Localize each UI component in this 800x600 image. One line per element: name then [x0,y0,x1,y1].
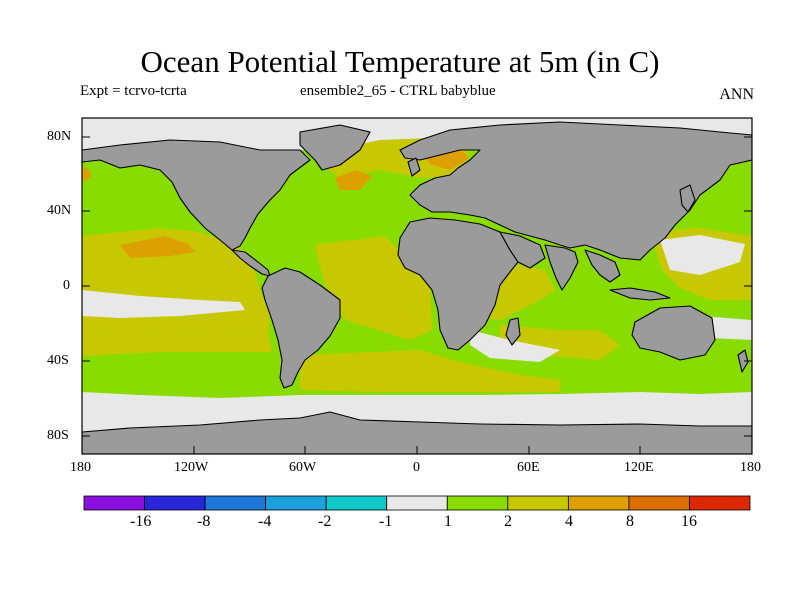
land-uk [407,157,421,177]
land-antarctica [82,411,752,454]
colorbar-label: -1 [379,513,393,530]
lat-label-40s: 40S [47,353,69,368]
colorbar-label: -16 [130,513,152,530]
land-greenland [299,124,371,171]
lat-label-40n: 40N [47,203,72,218]
colorbar-label: 1 [444,513,452,530]
colorbar-box [689,495,751,511]
colorbar-box [325,495,388,511]
colorbar-label: 4 [565,513,573,530]
central-pacific-white [82,290,245,318]
nw-pacific-hotspot [82,166,92,182]
plot-title: Ocean Potential Temperature at 5m (in C) [140,44,660,79]
tropical-band-pacific-south [82,330,272,356]
lat-label-equator: 0 [63,278,70,293]
colorbar-label: -4 [258,513,272,530]
land-japan [679,184,696,213]
lat-label-80s: 80S [47,428,69,443]
lon-label-0: 0 [413,460,420,475]
land-north-america [82,139,311,251]
experiment-label: Expt = tcrvo-tcrta [80,83,187,99]
colorbar-label: 8 [626,513,634,530]
colorbar-label: 16 [681,513,697,530]
pacific-hotspot [120,236,195,258]
land-madagascar [505,317,521,346]
colorbar-label: -8 [197,513,211,530]
colorbar-box [628,495,690,511]
land-arabia [499,231,546,269]
colorbar-label: 2 [504,513,512,530]
colorbar-box [446,495,509,511]
colorbar-box [144,495,206,511]
land-india [544,244,579,291]
southern-band-warm [300,350,560,392]
land-new-zealand [737,349,749,373]
season-label: ANN [719,86,754,103]
colorbar-box [386,495,448,511]
lon-label-120e: 120E [624,460,654,475]
colorbar-label: -2 [318,513,332,530]
westpac-white [660,235,745,275]
lon-label-60e: 60E [517,460,540,475]
land-se-asia [584,249,621,283]
colorbar-box [567,495,630,511]
land-africa [397,217,519,351]
land-indonesia [609,287,671,301]
lon-label-120w: 120W [174,460,209,475]
lat-label-80n: 80N [47,129,72,144]
colorbar-box [507,495,569,511]
colorbar-box [83,495,145,511]
land-australia [631,305,716,361]
lon-label-180-left: 180 [70,460,91,475]
lon-label-60w: 60W [289,460,317,475]
land-south-america [261,267,341,389]
colorbar-box [204,495,267,511]
colorbar-box [265,495,327,511]
south-indian-white [470,330,560,362]
land-eurasia [399,121,752,261]
natl-hotspot-1 [335,170,372,190]
ensemble-label: ensemble2_65 - CTRL babyblue [300,83,496,99]
lon-label-180-right: 180 [740,460,761,475]
